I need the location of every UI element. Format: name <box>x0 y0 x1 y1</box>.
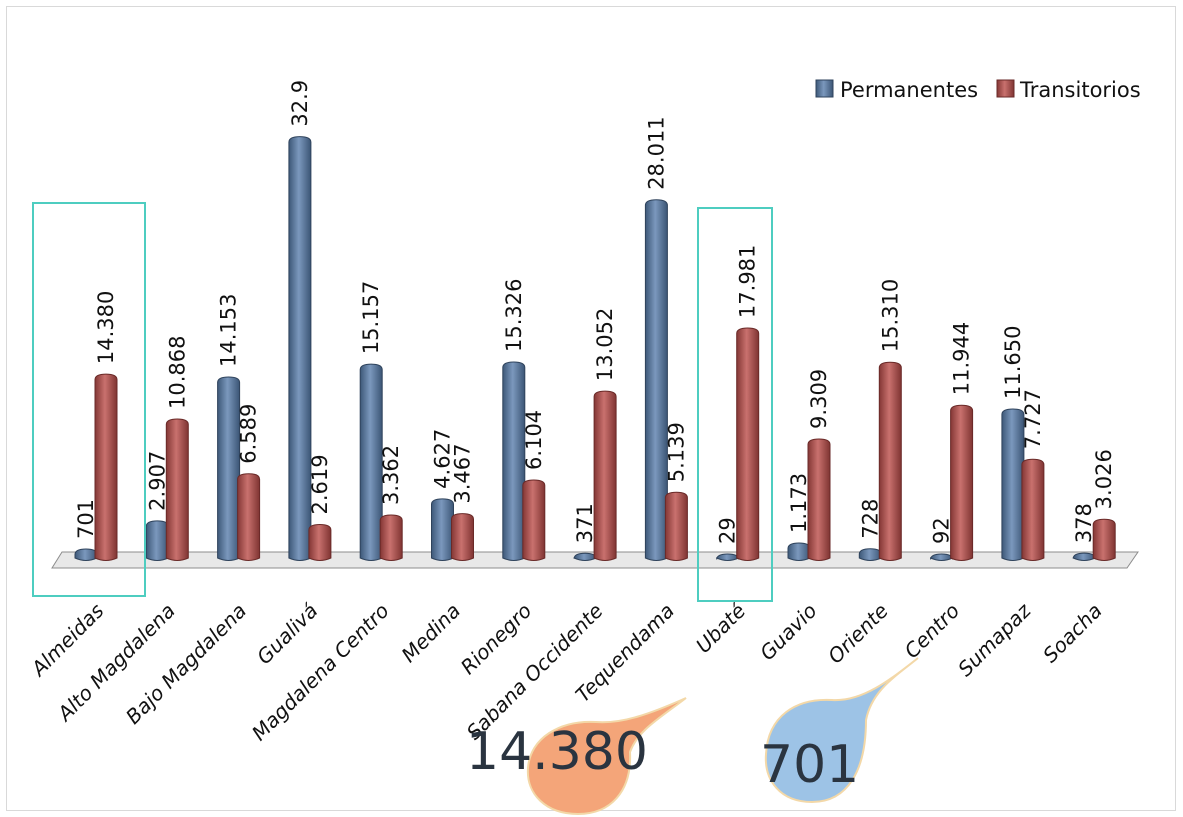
category-label-ubate: Ubaté <box>691 599 750 658</box>
value-label-permanentes-alto-magdalena: 2.907 <box>145 451 169 511</box>
value-label-permanentes-bajo-magdalena: 14.153 <box>217 294 241 367</box>
value-label-permanentes-centro: 92 <box>930 517 954 544</box>
bar-transitorios-oriente <box>878 361 902 561</box>
legend: Permanentes Transitorios <box>815 78 1141 102</box>
bars-layer <box>74 136 1116 561</box>
legend-swatch-permanentes <box>815 79 834 98</box>
value-labels-layer: 701 14.380 2.907 10.868 14.153 6.589 32.9 2.619… <box>74 80 1116 544</box>
category-label-centro: Centro <box>900 599 965 664</box>
category-label-oriente: Oriente <box>823 599 893 669</box>
bar-permanentes-magdalena-centro <box>359 363 383 561</box>
highlight-box-ubate <box>697 207 773 602</box>
value-label-permanentes-sabana-occidente: 371 <box>573 503 597 543</box>
bar-transitorios-soacha <box>1092 518 1116 561</box>
legend-swatch-transitorios <box>996 79 1015 98</box>
value-label-permanentes-almeidas: 701 <box>74 499 98 539</box>
bar-permanentes-medina <box>431 498 454 561</box>
bar-transitorios-centro <box>950 404 974 561</box>
value-label-transitorios-bajo-magdalena: 6.589 <box>237 404 261 464</box>
legend-label-permanentes: Permanentes <box>840 78 978 102</box>
bar-transitorios-magdalena-centro <box>379 514 403 561</box>
bar-permanentes-tequendama <box>644 199 668 561</box>
callout-bubble-orange: 14.380 <box>466 697 687 816</box>
value-label-permanentes-sumapaz: 11.650 <box>1001 326 1025 399</box>
value-label-permanentes-oriente: 728 <box>858 499 882 539</box>
value-label-transitorios-rionegro: 6.104 <box>522 410 546 470</box>
bar-permanentes-bajo-magdalena <box>217 376 241 561</box>
category-label-sumapaz: Sumapaz <box>953 598 1036 681</box>
value-label-transitorios-gualiva: 2.619 <box>308 454 332 514</box>
value-label-permanentes-rionegro: 15.326 <box>502 279 526 352</box>
bar-transitorios-rionegro <box>522 479 546 561</box>
category-label-bajo-magdalena: Bajo Magdalena <box>121 599 251 729</box>
callout-shape-blue <box>764 657 919 804</box>
bar-permanentes-sabana-occidente <box>573 552 597 561</box>
highlight-box-almeidas <box>32 202 146 597</box>
bar-permanentes-centro <box>930 553 954 561</box>
value-label-permanentes-medina: 4.627 <box>431 429 455 489</box>
bar-transitorios-medina <box>451 513 474 561</box>
bar-transitorios-bajo-magdalena <box>237 473 261 561</box>
value-label-transitorios-sumapaz: 7.727 <box>1021 389 1045 449</box>
bar-transitorios-alto-magdalena <box>165 418 189 561</box>
bar-permanentes-almeidas <box>74 548 98 561</box>
callout-bubble-blue: 701 <box>760 657 919 804</box>
bar-transitorios-gualiva <box>308 524 332 561</box>
value-label-transitorios-alto-magdalena: 10.868 <box>165 336 189 409</box>
category-label-soacha: Soacha <box>1038 599 1107 668</box>
bar-transitorios-guavio <box>807 438 831 561</box>
value-label-transitorios-sabana-occidente: 13.052 <box>593 308 617 381</box>
bar-transitorios-sabana-occidente <box>593 390 617 561</box>
category-label-magdalena-centro: Magdalena Centro <box>247 599 394 746</box>
bar-permanentes-soacha <box>1072 552 1096 561</box>
bar-permanentes-gualiva <box>288 136 312 561</box>
category-label-medina: Medina <box>397 599 465 667</box>
category-label-alto-magdalena: Alto Magdalena <box>51 599 179 727</box>
value-label-permanentes-tequendama: 28.011 <box>644 116 668 189</box>
bar-permanentes-guavio <box>787 542 811 561</box>
legend-label-transitorios: Transitorios <box>1019 78 1141 102</box>
value-label-transitorios-tequendama: 5.139 <box>664 422 688 482</box>
value-label-permanentes-guavio: 1.173 <box>787 473 811 533</box>
callout-text-orange: 14.380 <box>466 722 648 782</box>
bar-permanentes-sumapaz <box>1001 408 1025 561</box>
bar-transitorios-sumapaz <box>1021 458 1045 561</box>
callout-text-blue: 701 <box>760 735 859 795</box>
bar-transitorios-almeidas <box>94 373 118 561</box>
bar-permanentes-oriente <box>858 548 882 561</box>
value-label-transitorios-ubate: 17.981 <box>736 245 760 318</box>
category-label-guavio: Guavio <box>755 599 822 666</box>
value-label-transitorios-guavio: 9.309 <box>807 369 831 429</box>
value-label-transitorios-oriente: 15.310 <box>878 279 902 352</box>
value-label-permanentes-gualiva: 32.9 <box>288 80 312 127</box>
value-label-transitorios-almeidas: 14.380 <box>94 291 118 364</box>
category-label-gualiva: Gualivá <box>252 599 322 669</box>
bar-permanentes-rionegro <box>502 361 526 561</box>
value-label-permanentes-ubate: 29 <box>716 517 740 544</box>
value-label-transitorios-magdalena-centro: 3.362 <box>379 445 403 505</box>
value-label-transitorios-soacha: 3.026 <box>1092 449 1116 509</box>
value-label-permanentes-soacha: 378 <box>1072 503 1096 543</box>
value-label-permanentes-magdalena-centro: 15.157 <box>359 281 383 354</box>
bar-transitorios-ubate <box>736 327 760 561</box>
bar-permanentes-ubate <box>716 553 740 561</box>
value-label-transitorios-centro: 11.944 <box>950 322 974 395</box>
callout-shape-orange <box>526 697 687 816</box>
bar-permanentes-alto-magdalena <box>145 520 169 561</box>
value-label-transitorios-medina: 3.467 <box>451 444 475 504</box>
bar-transitorios-tequendama <box>664 491 688 561</box>
